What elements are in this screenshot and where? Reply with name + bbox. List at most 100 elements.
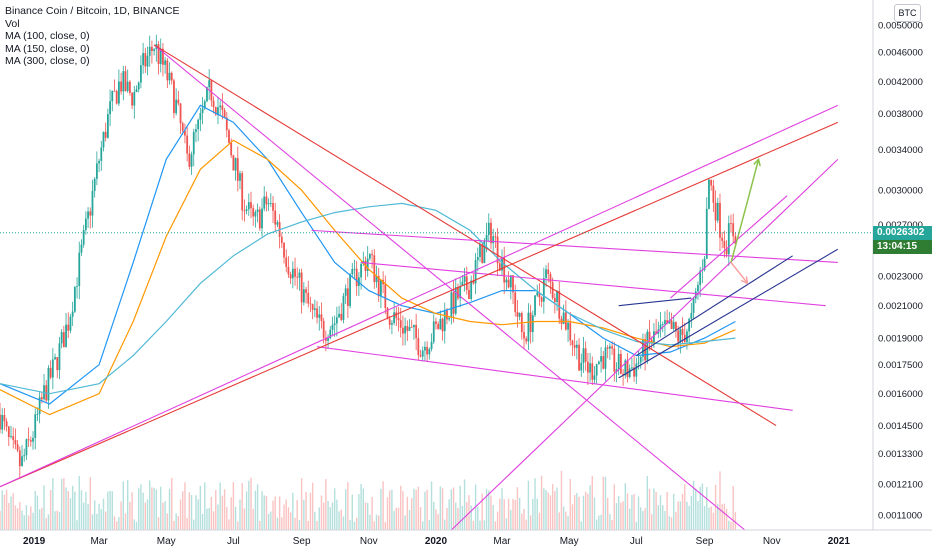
candle-body — [56, 357, 59, 371]
volume-bar — [706, 487, 708, 530]
candle-body — [102, 131, 105, 148]
price-axis[interactable]: 0.0050000 0.0046000 0.0042000 0.0038000 0.00… — [872, 0, 932, 550]
candle-body — [518, 313, 521, 317]
ma-line-1 — [0, 104, 736, 405]
candle-body — [516, 312, 519, 317]
candle-body — [27, 439, 30, 441]
volume-bar — [25, 505, 28, 530]
volume-bar — [470, 505, 472, 530]
trendline-6 — [0, 104, 838, 488]
candle-body — [40, 397, 43, 400]
volume-bar — [659, 495, 662, 530]
volume-bar — [505, 518, 508, 530]
volume-bar — [351, 494, 353, 530]
candle-body — [210, 80, 213, 101]
candle-body — [562, 312, 565, 324]
trendline-0 — [153, 44, 765, 547]
candle-body — [258, 209, 261, 229]
volume-bar — [49, 490, 52, 530]
volume-bar — [631, 494, 633, 530]
candle-body — [0, 414, 1, 430]
volume-bar — [580, 521, 582, 530]
candle-body — [670, 320, 673, 329]
candle-body — [316, 308, 318, 318]
candle-body — [474, 260, 477, 284]
volume-bar — [366, 503, 369, 530]
candle-body — [250, 202, 252, 209]
candle-body — [542, 278, 545, 302]
currency-button[interactable]: BTC — [894, 4, 921, 22]
candle-body — [681, 329, 684, 335]
candle-body — [454, 287, 457, 314]
volume-bar — [23, 515, 25, 530]
volume-bar — [289, 512, 292, 530]
candle-body — [626, 360, 629, 378]
candle-body — [309, 303, 312, 305]
volume-bar — [30, 506, 32, 530]
volume-bar — [171, 477, 173, 530]
volume-bar — [560, 470, 563, 530]
volume-bar — [122, 481, 124, 530]
volume-bar — [664, 511, 666, 530]
legend-ma300[interactable]: MA (300, close, 0) — [5, 55, 90, 67]
candle-body — [263, 196, 266, 209]
candle-body — [368, 254, 371, 259]
volume-bar — [730, 521, 732, 530]
volume-bar — [393, 510, 395, 530]
candle-body — [170, 72, 173, 81]
candle-body — [311, 304, 314, 310]
time-axis[interactable]: 2019 Mar May Jul Sep Nov 2020 Mar May Jul Sep Nov 20… — [0, 529, 932, 550]
volume-bar — [422, 521, 424, 530]
volume-bar — [466, 502, 468, 530]
volume-bar — [329, 507, 331, 530]
candle-body — [470, 280, 473, 300]
projection-arrow-12 — [730, 159, 760, 263]
volume-bar — [344, 489, 347, 530]
volume-bar — [157, 517, 160, 530]
volume-bar — [98, 503, 100, 530]
candle-body — [340, 313, 343, 320]
volume-bar — [620, 502, 622, 530]
trendline-8 — [670, 195, 788, 299]
volume-bar — [461, 505, 464, 530]
legend-vol[interactable]: Vol — [5, 17, 20, 30]
volume-bar — [670, 517, 673, 530]
volume-bar — [684, 484, 686, 530]
candle-body — [494, 236, 497, 238]
volume-bar — [67, 491, 69, 530]
candle-body — [162, 48, 164, 65]
trendlines — [0, 44, 839, 547]
volume-bar — [593, 497, 596, 530]
volume-bar — [58, 511, 61, 530]
legend-ma150[interactable]: MA (150, close, 0) — [5, 42, 90, 55]
candle-body — [239, 173, 241, 181]
candle-body — [575, 344, 578, 348]
candle-body — [604, 347, 607, 369]
volume-bar — [648, 488, 651, 530]
volume-bar — [386, 497, 389, 530]
volume-bar — [155, 489, 158, 530]
candle-body — [29, 440, 32, 442]
volume-bar — [188, 492, 191, 530]
volume-bar — [413, 488, 415, 530]
volume-bar — [595, 519, 598, 530]
candle-body — [391, 323, 393, 325]
volume-bar — [501, 488, 503, 530]
volume-bar — [56, 510, 58, 530]
volume-bar — [226, 506, 228, 530]
candle-body — [234, 158, 237, 171]
projection-arrow-13 — [730, 262, 749, 284]
candle-body — [122, 71, 125, 92]
volume-bar — [640, 507, 642, 530]
symbol-title[interactable]: Binance Coin / Bitcoin, 1D, BINANCE — [5, 5, 180, 17]
candle-body — [54, 357, 56, 360]
volume-bar — [415, 489, 417, 530]
candle-body — [355, 268, 358, 286]
indicator-legend: Binance Coin / Bitcoin, 1D, BINANCE Vol … — [5, 5, 180, 68]
volume-bar — [732, 486, 734, 530]
volume-bar — [441, 488, 444, 530]
legend-ma100[interactable]: MA (100, close, 0) — [5, 30, 90, 42]
volume-bar — [303, 499, 305, 530]
volume-bar — [516, 487, 519, 530]
